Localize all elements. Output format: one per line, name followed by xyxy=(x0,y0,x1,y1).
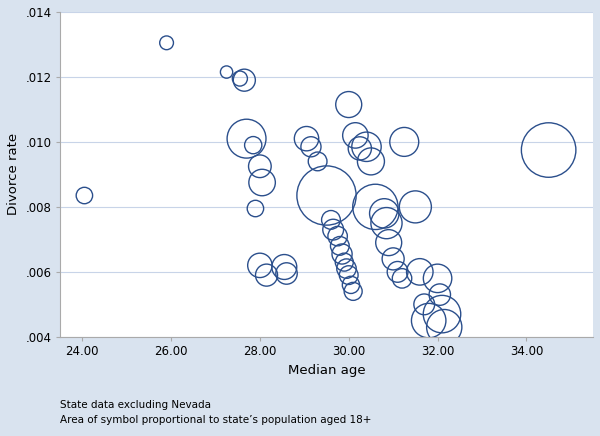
Point xyxy=(340,259,349,266)
Point xyxy=(439,324,449,330)
Point xyxy=(346,281,356,288)
Point xyxy=(328,226,338,233)
Point xyxy=(335,242,344,249)
Point xyxy=(379,210,389,217)
Point xyxy=(400,138,409,145)
Y-axis label: Divorce rate: Divorce rate xyxy=(7,133,20,215)
Point xyxy=(344,272,353,279)
Point xyxy=(393,269,403,276)
Point xyxy=(322,192,331,199)
Point xyxy=(419,301,429,308)
Point xyxy=(344,101,353,108)
Point xyxy=(239,77,249,84)
X-axis label: Median age: Median age xyxy=(287,364,365,377)
Point xyxy=(382,220,391,227)
Point xyxy=(255,163,265,170)
Point xyxy=(326,216,336,223)
Point xyxy=(433,275,442,282)
Point xyxy=(262,272,271,279)
Point xyxy=(424,317,433,324)
Point xyxy=(313,158,322,165)
Point xyxy=(362,143,371,150)
Point xyxy=(337,251,347,258)
Point xyxy=(222,68,232,75)
Point xyxy=(282,270,292,277)
Point xyxy=(366,158,376,165)
Point xyxy=(388,255,398,262)
Point xyxy=(371,204,380,211)
Point xyxy=(349,288,358,295)
Point xyxy=(384,239,394,246)
Point xyxy=(255,262,265,269)
Point xyxy=(280,263,289,270)
Point xyxy=(333,233,343,240)
Point xyxy=(80,192,89,199)
Point xyxy=(257,179,267,186)
Point xyxy=(235,75,245,82)
Point xyxy=(341,265,351,272)
Point xyxy=(248,142,258,149)
Point xyxy=(397,275,407,282)
Point xyxy=(350,132,360,139)
Point xyxy=(415,269,425,276)
Text: State data excluding Nevada: State data excluding Nevada xyxy=(60,400,211,410)
Point xyxy=(435,291,445,298)
Point xyxy=(242,135,251,142)
Point xyxy=(355,145,365,152)
Point xyxy=(162,39,172,46)
Point xyxy=(410,204,420,211)
Point xyxy=(251,205,260,212)
Text: Area of symbol proportional to state’s population aged 18+: Area of symbol proportional to state’s p… xyxy=(60,415,371,425)
Point xyxy=(437,310,447,317)
Point xyxy=(302,135,311,142)
Point xyxy=(306,143,316,150)
Point xyxy=(544,146,553,153)
